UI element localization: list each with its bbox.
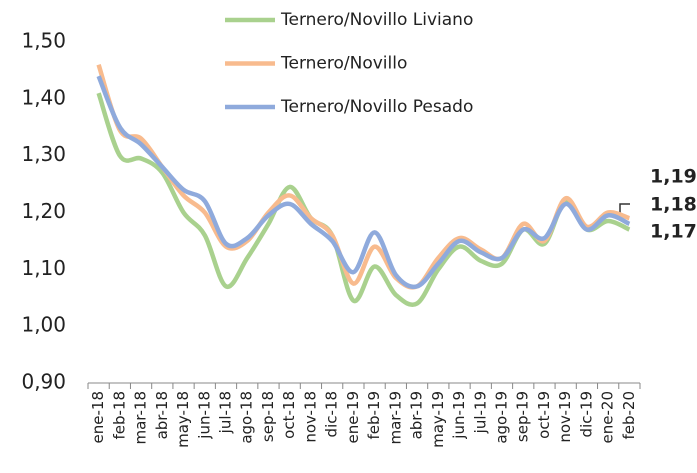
- x-tick-label: abr-18: [153, 391, 171, 439]
- x-tick-label: ago-18: [238, 391, 256, 444]
- value-label: 1,19: [650, 166, 697, 188]
- series-line: [96, 92, 631, 308]
- x-tick-label: nov-19: [556, 391, 574, 443]
- legend-label: Ternero/Novillo: [280, 54, 407, 74]
- x-tick-label: jul-18: [217, 391, 235, 434]
- y-tick-label: 1,30: [21, 142, 66, 166]
- x-tick-label: ene-18: [89, 391, 107, 443]
- x-tick-label: may-19: [429, 391, 447, 448]
- y-tick-label: 0,90: [21, 370, 66, 394]
- x-tick-label: ago-19: [493, 391, 511, 444]
- x-tick-label: jul-19: [471, 391, 489, 434]
- x-tick-label: sep-18: [259, 391, 277, 442]
- x-tick-label: ene-20: [599, 391, 617, 443]
- x-tick-label: dic-19: [577, 391, 595, 437]
- x-tick-label: ene-19: [344, 391, 362, 443]
- x-tick-label: feb-20: [620, 391, 638, 440]
- label-bracket: [619, 203, 630, 214]
- series-line: [96, 75, 631, 290]
- y-tick-label: 1,10: [21, 256, 66, 280]
- y-tick-label: 1,50: [21, 29, 66, 53]
- x-tick-label: oct-19: [535, 391, 553, 439]
- x-tick-label: feb-18: [110, 391, 128, 440]
- x-tick-label: nov-18: [301, 391, 319, 443]
- value-label: 1,17: [650, 221, 697, 243]
- series-line: [96, 64, 631, 290]
- y-tick-label: 1,00: [21, 313, 66, 337]
- x-tick-label: jun-19: [450, 391, 468, 440]
- y-tick-label: 1,40: [21, 85, 66, 109]
- x-tick-label: dic-18: [323, 391, 341, 437]
- x-tick-label: sep-19: [514, 391, 532, 442]
- x-tick-label: abr-19: [408, 391, 426, 439]
- legend-label: Ternero/Novillo Liviano: [280, 10, 473, 30]
- x-tick-label: mar-19: [386, 391, 404, 445]
- x-tick-label: oct-18: [280, 391, 298, 439]
- value-label: 1,18: [650, 194, 697, 216]
- legend-label: Ternero/Novillo Pesado: [280, 97, 473, 117]
- x-tick-label: may-18: [174, 391, 192, 448]
- x-tick-label: mar-18: [132, 391, 150, 445]
- x-tick-label: feb-19: [365, 391, 383, 440]
- x-tick-label: jun-18: [195, 391, 213, 440]
- y-tick-label: 1,20: [21, 199, 66, 223]
